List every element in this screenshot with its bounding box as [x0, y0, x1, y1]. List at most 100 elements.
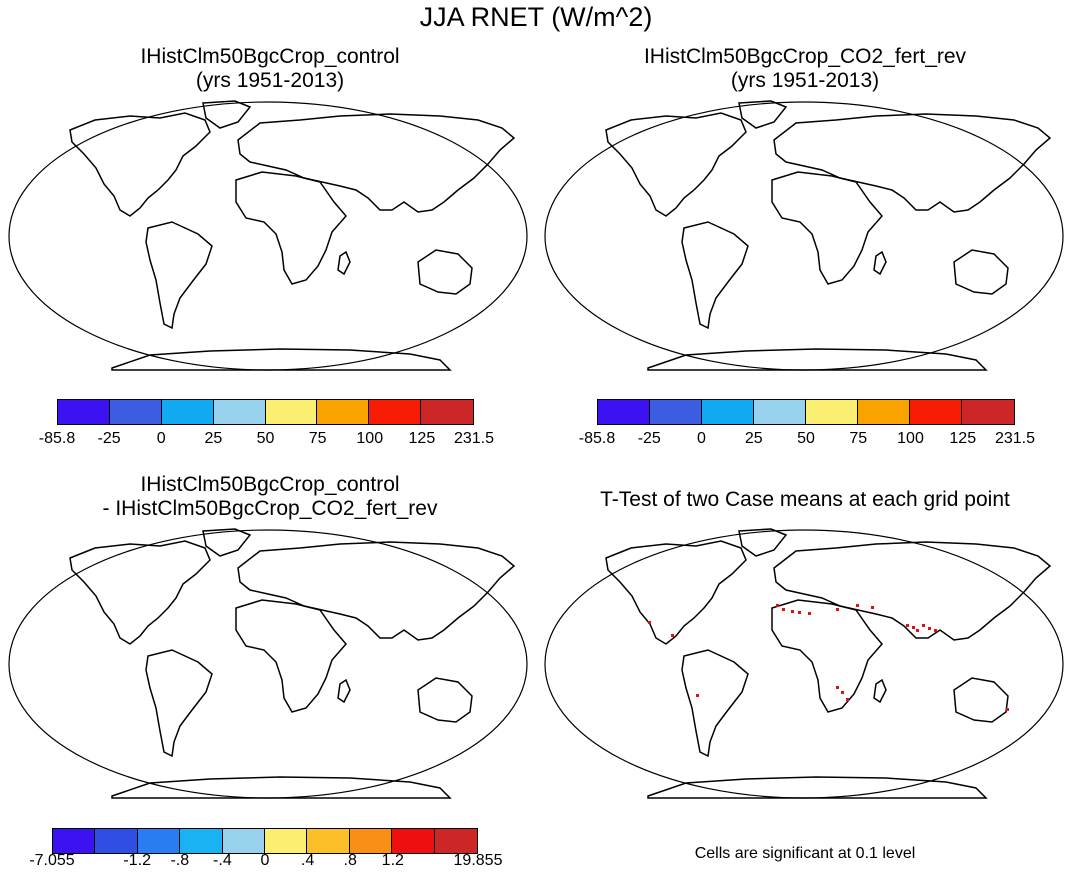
colorbar-cell — [180, 829, 223, 853]
colorbar-tick-label: 0 — [697, 430, 706, 447]
colorbar-cell — [858, 400, 910, 424]
colorbar-tick-label: 75 — [849, 430, 868, 447]
map-ttest — [544, 528, 1064, 799]
colorbar-tick-label: 231.5 — [453, 430, 495, 447]
colorbar-tick-label: -1.2 — [123, 852, 151, 869]
coastline-madagascar — [337, 678, 351, 704]
colorbar-cell — [53, 829, 96, 853]
colorbar-cell — [109, 400, 162, 424]
colorbar-tick-label: .8 — [343, 852, 357, 869]
coastline-australia — [417, 677, 473, 723]
coastline-madagascar — [873, 250, 887, 276]
colorbar-tick-label: 0 — [156, 430, 166, 447]
significant-cell — [648, 621, 651, 624]
significant-cell — [912, 626, 915, 629]
panel-title-line1: IHistClm50BgcCrop_CO2_fert_rev — [643, 45, 967, 68]
coastline-greenland — [202, 100, 252, 129]
colorbar-tick-label: -7.055 — [29, 852, 75, 869]
colorbar-tick-label: 50 — [256, 430, 275, 447]
colorbar-tick-label: -.8 — [170, 852, 190, 869]
panel-title-control: IHistClm50BgcCrop_control (yrs 1951-2013… — [30, 45, 510, 93]
coastline-sa — [681, 221, 749, 330]
colorbar-cell — [265, 400, 318, 424]
colorbar-cell — [58, 400, 110, 424]
panel-title-line2: (yrs 1951-2013) — [730, 69, 880, 92]
coastline-australia — [953, 677, 1009, 723]
colorbar-mean-co2 — [597, 399, 1015, 425]
coastline-africa — [235, 171, 347, 285]
continents — [69, 528, 516, 799]
map-co2 — [544, 100, 1064, 371]
significance-note: Cells are significant at 0.1 level — [694, 845, 916, 862]
colorbar-mean-control — [57, 399, 474, 425]
colorbar-cell — [650, 400, 702, 424]
panel-title-ttest: T-Test of two Case means at each grid po… — [545, 488, 1065, 512]
colorbar-cell — [222, 829, 265, 853]
coastline-eurasia — [237, 113, 516, 213]
figure-title: JJA RNET (W/m^2) — [419, 2, 653, 32]
panel-title-line1: IHistClm50BgcCrop_control — [140, 45, 400, 68]
colorbar-tick-label: 125 — [949, 430, 977, 447]
colorbar-tick-label: -85.8 — [38, 430, 76, 447]
colorbar-cell — [307, 829, 350, 853]
significant-cell — [836, 686, 839, 689]
significant-cell — [671, 634, 674, 637]
coastline-na — [69, 540, 211, 645]
colorbar-tick-label: -25 — [637, 430, 661, 447]
coastline-sa — [145, 221, 213, 330]
colorbar-tick-label: 25 — [744, 430, 763, 447]
coastline-africa — [235, 599, 347, 713]
colorbar-cell — [962, 400, 1014, 424]
significant-cell — [841, 691, 844, 694]
colorbar-tick-label: 100 — [897, 430, 924, 447]
coastline-na — [69, 112, 211, 217]
significant-cell — [782, 608, 785, 611]
significant-cell — [776, 604, 779, 607]
colorbar-cell — [434, 829, 477, 853]
colorbar-cell — [264, 829, 308, 853]
colorbar-cell — [702, 400, 754, 424]
coastline-na — [605, 112, 747, 217]
coastline-sa — [145, 649, 213, 758]
globe-outline — [544, 101, 1064, 371]
continents — [605, 528, 1052, 799]
coastline-antarctica — [647, 776, 988, 799]
map-difference — [8, 528, 528, 799]
significant-cell — [808, 612, 811, 615]
significant-cell — [1006, 708, 1009, 711]
colorbar-cell — [754, 400, 806, 424]
colorbar-cell — [137, 829, 181, 853]
panel-title-line1: T-Test of two Case means at each grid po… — [600, 488, 1010, 511]
significant-cell — [922, 624, 925, 627]
globe-outline — [8, 101, 528, 371]
colorbar-cell — [317, 400, 370, 424]
significant-cell — [856, 604, 859, 607]
coastline-greenland — [738, 528, 788, 557]
colorbar-cell — [598, 400, 650, 424]
coastline-australia — [417, 249, 473, 295]
coastline-eurasia — [773, 541, 1052, 641]
significant-cell — [916, 629, 919, 632]
colorbar-tick-label: 1.2 — [381, 852, 404, 869]
significant-cell — [871, 606, 874, 609]
colorbar-tick-label: 19.855 — [453, 852, 503, 869]
colorbar-tick-label: -.4 — [213, 852, 232, 869]
coastline-eurasia — [773, 113, 1052, 213]
colorbar-tick-label: 75 — [308, 430, 327, 447]
colorbar-cell — [349, 829, 393, 853]
colorbar-cell — [213, 400, 266, 424]
colorbar-tick-label: -85.8 — [578, 430, 616, 447]
continents — [69, 100, 516, 371]
colorbar-tick-label: 25 — [204, 430, 223, 447]
coastline-greenland — [202, 528, 252, 557]
coastline-antarctica — [647, 348, 988, 371]
colorbar-cell — [806, 400, 858, 424]
colorbar-tick-label: 100 — [356, 430, 384, 447]
colorbar-cell — [392, 829, 435, 853]
coastline-madagascar — [873, 678, 887, 704]
coastline-antarctica — [111, 348, 452, 371]
colorbar-tick-label: -25 — [97, 430, 121, 447]
colorbar-tick-label: .4 — [300, 852, 315, 869]
panel-title-line2: (yrs 1951-2013) — [195, 69, 345, 92]
significant-cell — [906, 624, 909, 627]
